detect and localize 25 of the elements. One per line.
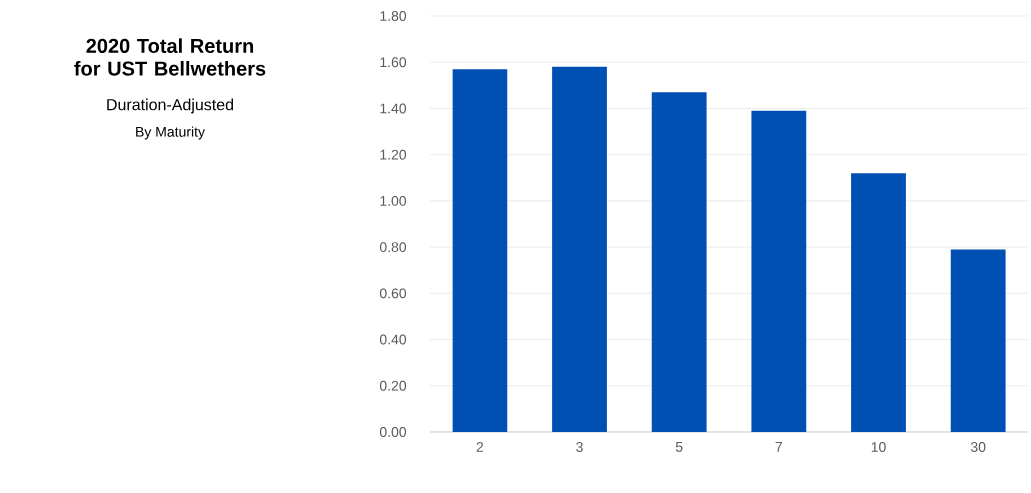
x-tick-label: 2 <box>476 442 484 452</box>
text: By Maturity <box>136 126 205 140</box>
y-tick-label: 0.80 <box>379 242 407 253</box>
bar <box>452 69 508 432</box>
x-tick-label: 10 <box>871 442 886 452</box>
x-tick-label: 7 <box>775 442 783 452</box>
y-tick-label: 1.20 <box>380 149 407 160</box>
bar <box>851 173 906 432</box>
y-tick-label: 0.00 <box>379 427 407 437</box>
bar <box>552 66 607 432</box>
x-tick-label: 5 <box>675 442 683 452</box>
bar <box>950 249 1006 432</box>
bar <box>651 92 707 432</box>
text: Duration-Adjusted <box>107 98 233 114</box>
x-tick-label: 3 <box>576 442 583 452</box>
y-tick-label: 0.60 <box>379 288 407 299</box>
bar <box>751 110 807 432</box>
y-tick-label: 0.40 <box>379 334 407 345</box>
y-tick-label: 1.60 <box>380 57 407 68</box>
text: 2020 Total Return for UST Bellwethers <box>74 38 266 76</box>
x-tick-label: 30 <box>970 442 986 452</box>
y-tick-label: 1.40 <box>380 103 407 114</box>
y-tick-label: 1.80 <box>380 11 407 21</box>
y-tick-label: 0.20 <box>379 380 407 391</box>
y-tick-label: 1.00 <box>380 195 407 206</box>
